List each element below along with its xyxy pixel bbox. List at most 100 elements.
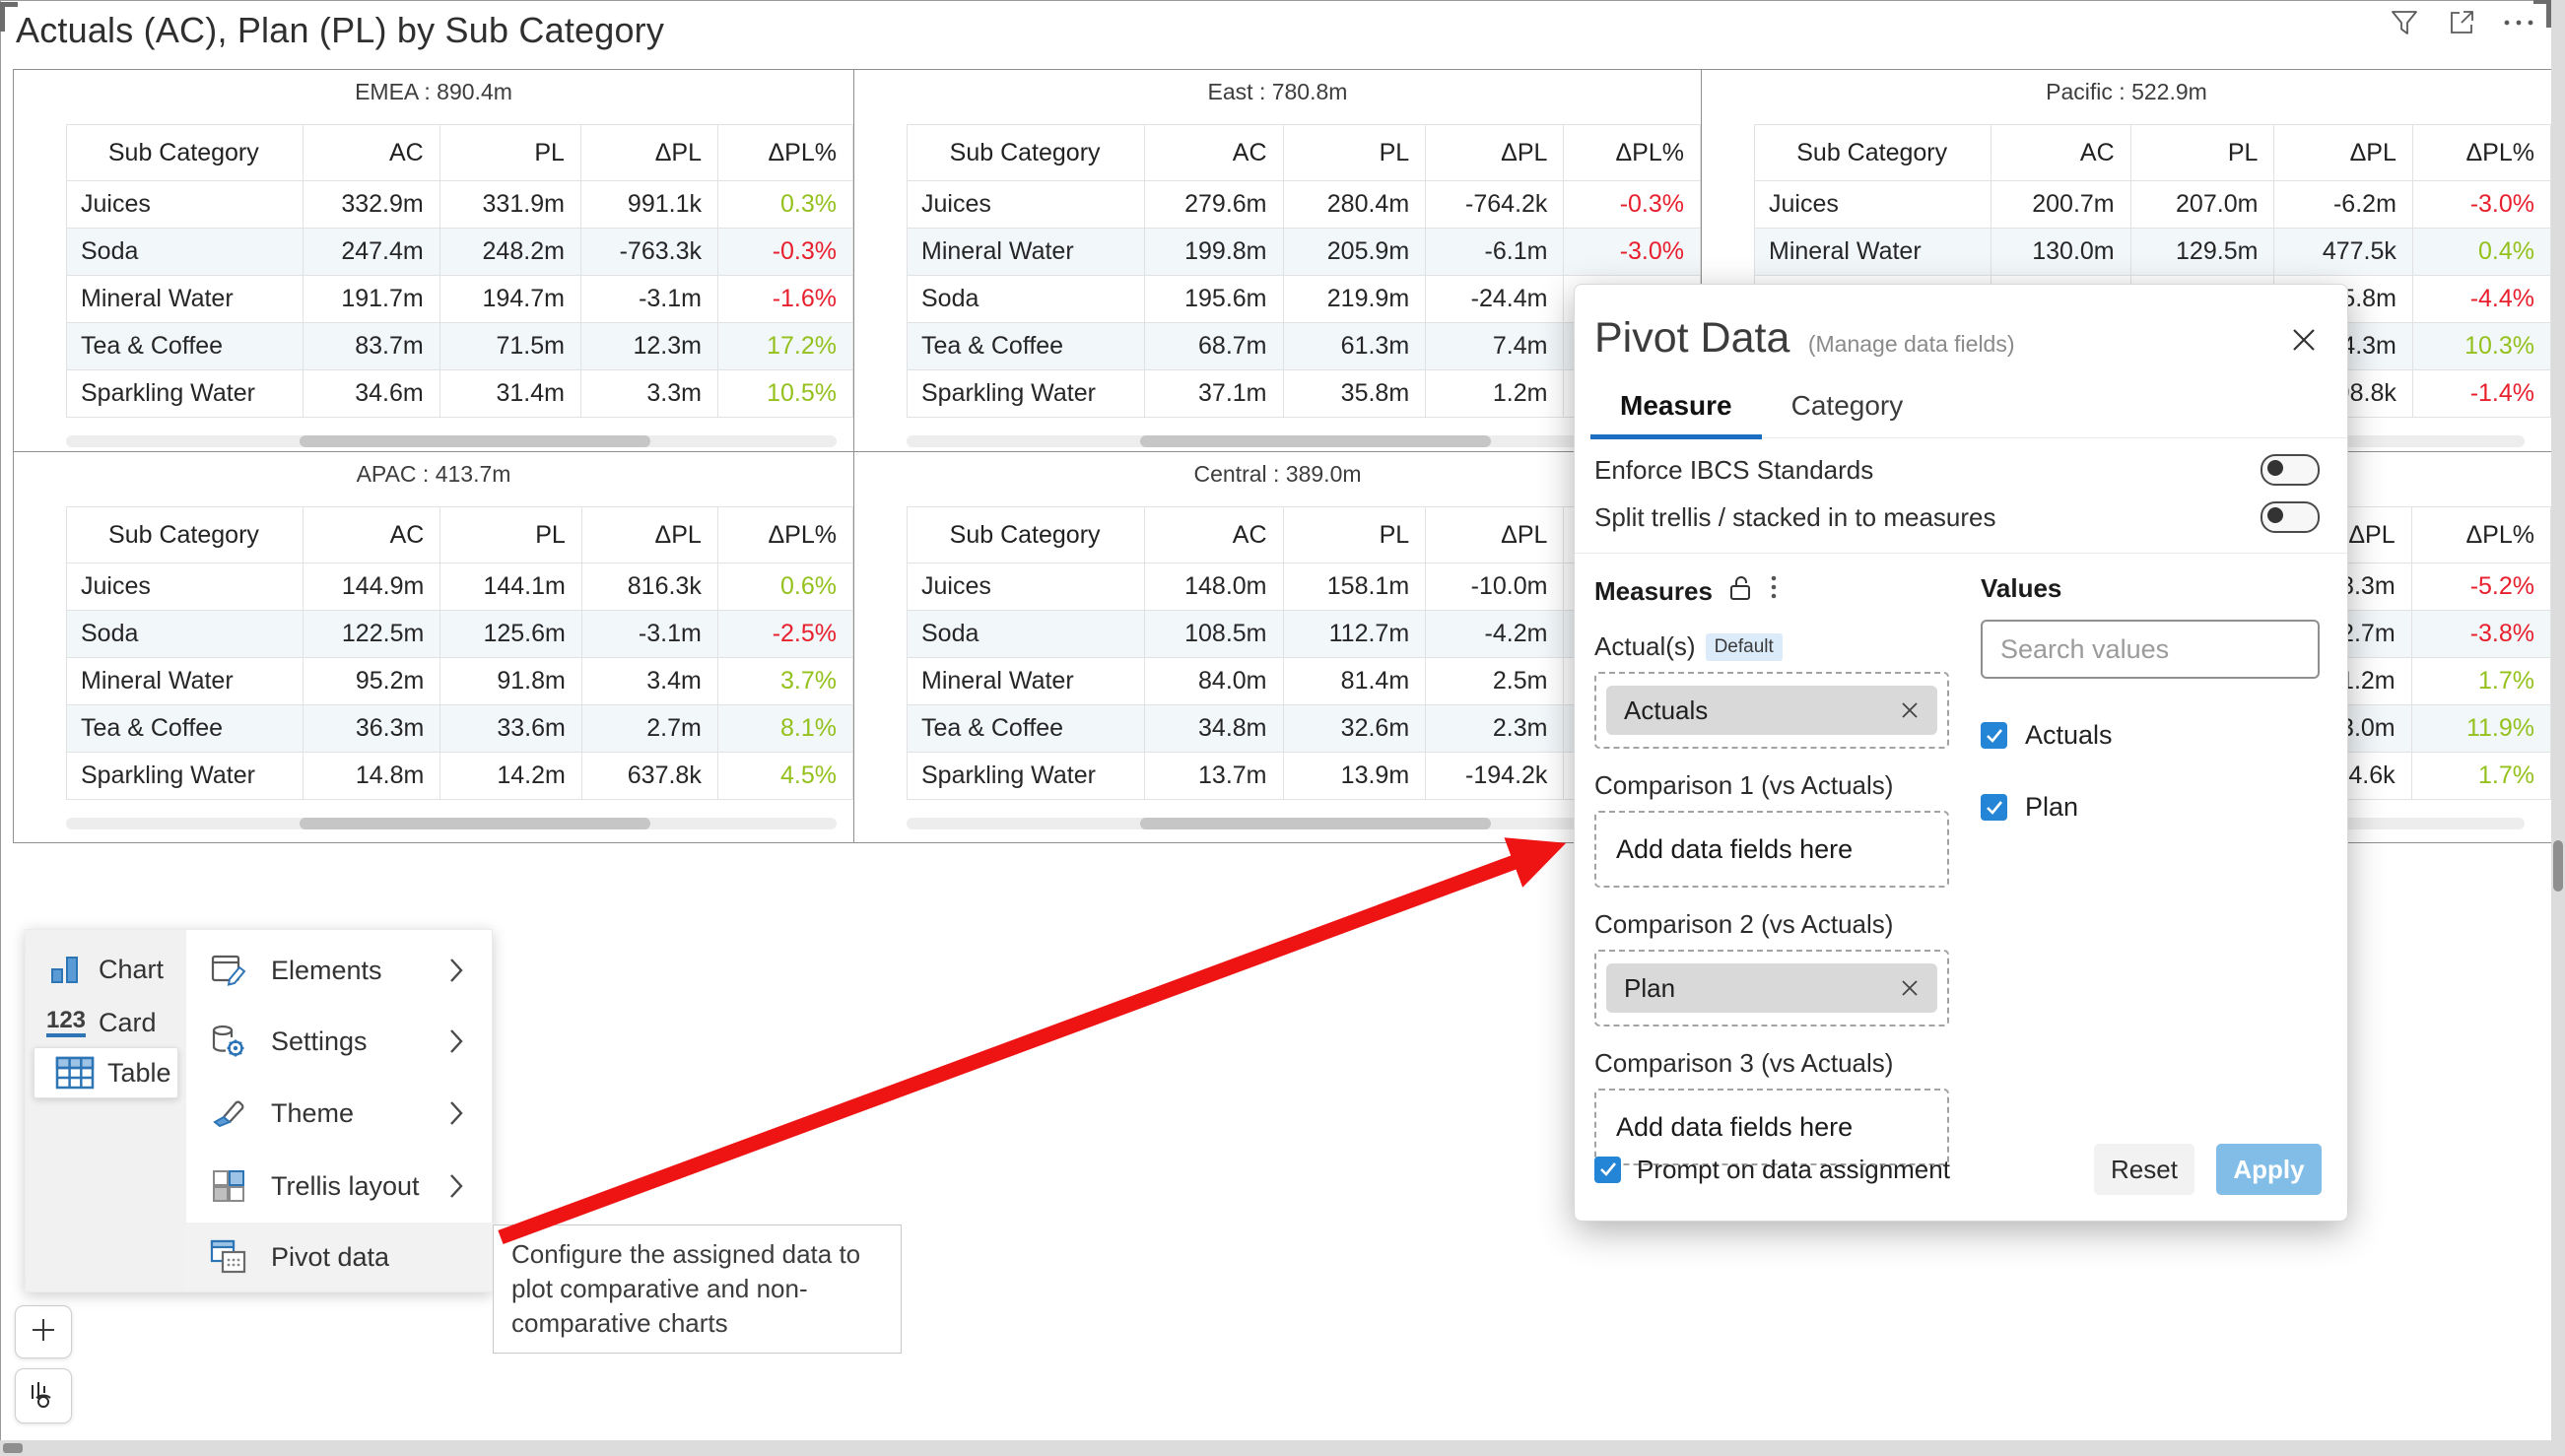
cell: 61.3m <box>1282 322 1427 370</box>
column-header: ΔPL% <box>716 124 853 181</box>
prompt-checkbox-row[interactable]: Prompt on data assignment <box>1594 1155 1950 1185</box>
table-scrollbar-thumb[interactable] <box>1140 435 1491 447</box>
more-options-icon[interactable] <box>2502 6 2535 39</box>
cell: -24.4m <box>1425 275 1565 323</box>
cell: Soda <box>906 610 1146 658</box>
reset-button[interactable]: Reset <box>2094 1144 2194 1195</box>
data-field-dropzone[interactable]: Actuals <box>1594 672 1949 749</box>
cell: Mineral Water <box>906 657 1146 705</box>
kebab-menu-icon[interactable] <box>1770 573 1778 610</box>
resize-handle-topleft-bar[interactable] <box>0 2 18 7</box>
cell: 158.1m <box>1282 563 1427 611</box>
view-mode-card[interactable]: 123 Card <box>26 996 186 1049</box>
chevron-right-icon <box>448 1099 464 1127</box>
column-header: AC <box>1144 506 1284 563</box>
filter-icon[interactable] <box>2388 6 2421 39</box>
horizontal-scrollbar-track[interactable] <box>0 1440 2565 1456</box>
tab-measure[interactable]: Measure <box>1590 390 1762 439</box>
cell: 125.6m <box>439 610 582 658</box>
menu-item-label: Pivot data <box>271 1241 390 1272</box>
data-field-dropzone[interactable]: Add data fields here <box>1594 1089 1949 1165</box>
region-title: East : 780.8m <box>1207 79 1348 104</box>
checkbox-checked-icon[interactable] <box>1981 722 2007 749</box>
tab-category[interactable]: Category <box>1790 390 1904 421</box>
field-chip-label: Plan <box>1624 972 1676 1003</box>
remove-field-icon[interactable] <box>1900 700 1920 720</box>
cell: Juices <box>1753 180 1992 229</box>
focus-mode-icon[interactable] <box>2445 6 2478 39</box>
table-row: Soda 247.4m 248.2m -763.3k -0.3% <box>66 228 853 276</box>
resize-handle-topleft[interactable] <box>0 2 5 32</box>
column-header: Sub Category <box>906 124 1146 181</box>
vertical-scrollbar-thumb[interactable] <box>2553 840 2563 892</box>
cell: Mineral Water <box>906 228 1146 276</box>
cell: 194.7m <box>439 275 581 323</box>
field-chip[interactable]: Actuals <box>1606 686 1937 735</box>
analytics-button[interactable] <box>15 1368 72 1423</box>
apply-button[interactable]: Apply <box>2216 1144 2322 1195</box>
data-field-dropzone[interactable]: Add data fields here <box>1594 811 1949 888</box>
unlock-icon[interactable] <box>1728 573 1754 610</box>
cell: Tea & Coffee <box>906 322 1146 370</box>
region-panel: East : 780.8m Sub Category AC PL ΔPL ΔPL% Juic… <box>853 69 1702 452</box>
table-row: Juices 148.0m 158.1m -10.0m <box>906 563 1701 611</box>
vertical-scrollbar-track[interactable] <box>2551 0 2565 1440</box>
cell: 191.7m <box>302 275 440 323</box>
menu-item-pivot-data[interactable]: Pivot data <box>186 1223 494 1291</box>
chevron-right-icon <box>448 1027 464 1055</box>
checkbox-checked-icon[interactable] <box>1981 794 2007 821</box>
resize-handle-topright[interactable] <box>2546 0 2551 28</box>
card-icon: 123 <box>45 1008 87 1037</box>
horizontal-scrollbar-thumb[interactable] <box>3 1443 23 1453</box>
cell: 130.0m <box>1991 228 2131 276</box>
toggle-switch[interactable] <box>2261 501 2320 533</box>
cell: -3.8% <box>2410 610 2551 658</box>
cell: Juices <box>66 563 304 611</box>
table-row: Juices 332.9m 331.9m 991.1k 0.3% <box>66 180 853 229</box>
checkbox-checked-icon[interactable] <box>1594 1156 1621 1183</box>
table-scrollbar-thumb[interactable] <box>300 818 650 829</box>
toggle-switch[interactable] <box>2261 454 2320 486</box>
view-mode-table[interactable]: Table <box>34 1047 178 1098</box>
add-button[interactable] <box>15 1305 72 1358</box>
menu-item-settings[interactable]: Settings <box>186 1007 494 1076</box>
column-header: ΔPL% <box>2411 124 2551 181</box>
table-scrollbar-thumb[interactable] <box>300 435 650 447</box>
dialog-title: Pivot Data <box>1594 314 1790 362</box>
search-values-input[interactable] <box>1981 620 2320 679</box>
close-icon[interactable] <box>2284 320 2324 360</box>
cell: 129.5m <box>2129 228 2275 276</box>
value-item-label: Actuals <box>2025 720 2113 750</box>
column-header: ΔPL <box>580 506 718 563</box>
menu-item-elements[interactable]: Elements <box>186 936 494 1005</box>
remove-field-icon[interactable] <box>1900 978 1920 998</box>
cell: 33.6m <box>439 704 582 753</box>
table-scrollbar-thumb[interactable] <box>1140 818 1491 829</box>
cell: Juices <box>906 563 1146 611</box>
value-item[interactable]: Plan <box>1981 792 2320 823</box>
cell: 0.6% <box>716 563 853 611</box>
menu-item-theme[interactable]: Theme <box>186 1079 494 1148</box>
table-row: Soda 122.5m 125.6m -3.1m -2.5% <box>66 610 853 658</box>
menu-item-trellis-layout[interactable]: Trellis layout <box>186 1152 494 1221</box>
cell: Sparkling Water <box>66 752 304 800</box>
cell: 3.4m <box>580 657 718 705</box>
cell: 199.8m <box>1144 228 1284 276</box>
value-item[interactable]: Actuals <box>1981 720 2320 751</box>
cell: -4.2m <box>1425 610 1565 658</box>
view-mode-chart[interactable]: Chart <box>26 943 186 996</box>
field-chip[interactable]: Plan <box>1606 963 1937 1013</box>
field-label: Comparison 1 (vs Actuals) <box>1594 770 1949 801</box>
menu-tooltip: Configure the assigned data to plot comp… <box>493 1224 902 1354</box>
cell: 81.4m <box>1282 657 1427 705</box>
cell: 8.1% <box>716 704 853 753</box>
cell: 7.4m <box>1425 322 1565 370</box>
data-field-dropzone[interactable]: Plan <box>1594 950 1949 1026</box>
toggle-knob <box>2267 507 2283 523</box>
field-label-text: Comparison 2 (vs Actuals) <box>1594 909 1894 939</box>
column-header: Sub Category <box>1753 124 1992 181</box>
resize-handle-topright-bar[interactable] <box>2533 0 2551 4</box>
cell: 195.6m <box>1144 275 1284 323</box>
value-item-label: Plan <box>2025 792 2079 822</box>
cell: -6.1m <box>1425 228 1565 276</box>
